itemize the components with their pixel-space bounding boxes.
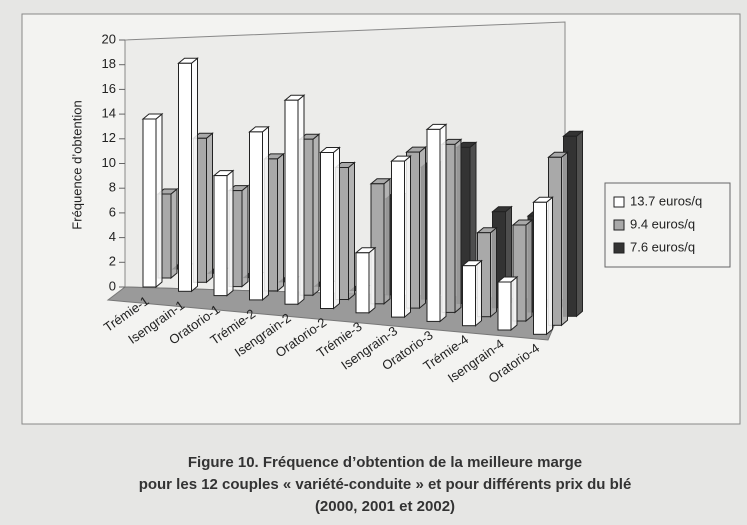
bar [533,201,547,335]
bar [497,281,512,331]
legend-label: 13.7 euros/q [630,193,702,208]
bar-side [510,275,518,332]
bar-side [454,138,462,314]
bar [284,99,299,305]
bar-side [419,146,426,310]
bar-side [297,94,305,306]
y-tick-label: 6 [109,204,116,219]
bar [462,265,476,327]
legend-swatch [613,196,625,208]
bar-side [525,218,533,323]
bar-side [333,146,340,310]
y-axis-label: Fréquence d’obtention [69,100,84,229]
legend [604,182,731,268]
caption: pour les 12 couples « variété-conduite »… [139,476,632,493]
bar [249,131,263,301]
caption: (2000, 2001 et 2002) [315,498,455,515]
bar-side [490,226,497,318]
bar [355,252,370,314]
y-tick-label: 8 [109,180,116,195]
bar-side [191,57,198,293]
bar [178,62,192,292]
bar-side [206,132,213,284]
y-tick-label: 14 [102,106,116,121]
bar-side [546,196,553,336]
bar [391,160,405,318]
bar-side [561,151,568,327]
bar-side [576,130,583,318]
legend-label: 7.6 euros/q [630,239,695,254]
bar-side [312,133,320,297]
y-tick-label: 18 [102,56,116,71]
bar-side [155,112,163,289]
bar-side [439,123,447,323]
y-tick-label: 4 [109,229,116,244]
bar [426,128,441,322]
bar-side [475,259,482,327]
caption: Figure 10. Fréquence d’obtention de la m… [188,454,582,471]
bar [213,175,228,297]
bar [142,118,157,288]
y-tick-label: 0 [109,278,116,293]
bar-side [277,152,284,292]
bar [320,152,334,309]
y-tick-label: 20 [102,31,116,46]
y-tick-label: 2 [109,254,116,269]
y-tick-label: 12 [102,130,116,145]
legend-label: 9.4 euros/q [630,216,695,231]
legend-swatch [613,242,625,254]
bar-side [226,169,234,297]
bar-side [241,184,249,288]
y-tick-label: 16 [102,81,116,96]
bar-side [262,125,269,301]
legend-swatch [613,219,625,231]
bar-side [348,161,355,301]
bar-side [404,155,411,319]
y-tick-label: 10 [102,155,116,170]
bar-side [170,187,178,280]
bar-side [383,177,391,305]
bar-side [368,246,376,314]
